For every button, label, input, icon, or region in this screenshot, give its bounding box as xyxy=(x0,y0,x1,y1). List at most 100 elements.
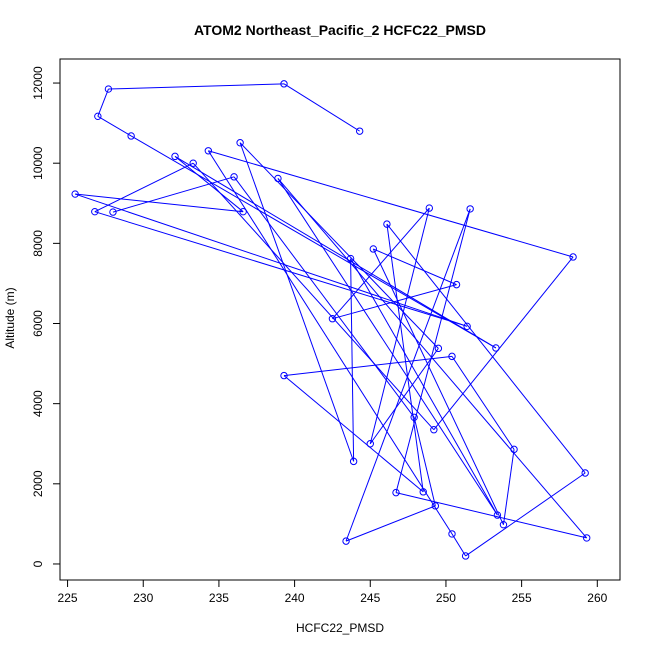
series-segment xyxy=(277,178,498,516)
data-point xyxy=(383,220,391,228)
series-segment xyxy=(239,142,355,462)
data-point xyxy=(392,488,400,497)
series-segment xyxy=(97,115,132,137)
data-point xyxy=(230,173,238,181)
x-tick-label: 260 xyxy=(587,591,607,605)
series-segment xyxy=(94,162,194,213)
series-segment xyxy=(386,224,424,492)
series-segment xyxy=(350,258,355,462)
x-tick-label: 250 xyxy=(436,591,456,605)
series-segment xyxy=(192,162,435,431)
data-point xyxy=(355,127,364,135)
series-segment xyxy=(433,256,574,431)
data-point xyxy=(366,440,374,448)
data-point xyxy=(328,314,337,323)
data-point xyxy=(463,322,471,331)
series-segment xyxy=(369,348,439,445)
series-segment xyxy=(465,472,586,557)
series-segment xyxy=(372,248,504,525)
series-segment xyxy=(332,207,430,320)
series-segment xyxy=(413,417,436,506)
series-segment xyxy=(74,193,468,327)
data-point xyxy=(499,520,508,529)
series-segment xyxy=(395,492,587,539)
data-point xyxy=(448,530,456,538)
series-segment xyxy=(130,135,497,349)
series-segment xyxy=(208,150,574,258)
y-tick-label: 4000 xyxy=(31,390,45,417)
data-point xyxy=(569,253,577,261)
data-point xyxy=(430,426,438,434)
y-tick-label: 12000 xyxy=(31,66,45,100)
data-point xyxy=(236,139,244,147)
series-segment xyxy=(75,193,244,213)
y-tick-label: 0 xyxy=(31,560,45,567)
data-point xyxy=(71,190,79,198)
data-point xyxy=(369,245,377,253)
series-segment xyxy=(207,150,453,535)
series-segment xyxy=(97,88,109,117)
y-axis: 0 2000 4000 6000 8000 10000 12000 xyxy=(31,66,61,567)
y-tick-label: 8000 xyxy=(31,230,45,257)
x-tick-label: 255 xyxy=(512,591,532,605)
data-point xyxy=(239,207,247,216)
series-segment xyxy=(233,176,415,418)
y-tick-label: 10000 xyxy=(31,146,45,180)
data-point xyxy=(461,552,470,560)
data-point xyxy=(349,457,358,466)
data-point xyxy=(280,371,288,380)
series-segment xyxy=(277,178,588,539)
x-axis: 225 230 235 240 245 250 255 260 xyxy=(58,579,608,605)
data-point xyxy=(431,502,440,510)
series-segment xyxy=(283,83,360,132)
data-point xyxy=(280,80,288,88)
data-point xyxy=(342,537,350,545)
series-segment xyxy=(451,356,515,450)
x-axis-title: HCFC22_PMSD xyxy=(296,621,384,635)
series-segment xyxy=(502,449,515,525)
y-tick-label: 6000 xyxy=(31,310,45,337)
series-segment xyxy=(94,211,468,327)
series-segment xyxy=(345,208,471,542)
x-tick-label: 245 xyxy=(360,591,380,605)
x-tick-label: 225 xyxy=(58,591,78,605)
chart-title: ATOM2 Northeast_Pacific_2 HCFC22_PMSD xyxy=(194,22,486,38)
data-point xyxy=(189,159,197,167)
series-segment xyxy=(108,83,285,90)
x-tick-label: 240 xyxy=(285,591,305,605)
data-point xyxy=(419,488,427,496)
data-point xyxy=(410,413,418,421)
data-series xyxy=(71,80,591,560)
series-segment xyxy=(283,355,453,377)
data-point xyxy=(127,132,135,140)
data-point xyxy=(452,280,461,289)
series-segment xyxy=(386,223,586,474)
x-tick-label: 230 xyxy=(133,591,153,605)
data-point xyxy=(581,469,589,477)
data-point xyxy=(493,511,502,519)
data-point xyxy=(171,152,179,161)
y-tick-label: 2000 xyxy=(31,470,45,497)
series-segment xyxy=(345,505,436,542)
x-tick-label: 235 xyxy=(209,591,229,605)
series-segment xyxy=(451,533,467,557)
data-point xyxy=(204,147,213,155)
data-point xyxy=(448,352,456,361)
series-segment xyxy=(369,207,430,444)
data-point xyxy=(583,534,591,542)
data-point xyxy=(91,207,99,216)
series-segment xyxy=(239,142,439,349)
data-point xyxy=(434,344,443,353)
data-point xyxy=(274,174,282,183)
series-segment xyxy=(112,176,235,213)
y-axis-title: Altitude (m) xyxy=(3,287,17,348)
series-segment xyxy=(332,284,457,320)
data-point xyxy=(425,204,433,212)
data-point xyxy=(104,85,113,93)
data-point xyxy=(466,205,474,213)
data-point xyxy=(510,445,518,454)
data-point xyxy=(109,208,117,216)
data-point xyxy=(492,344,500,352)
